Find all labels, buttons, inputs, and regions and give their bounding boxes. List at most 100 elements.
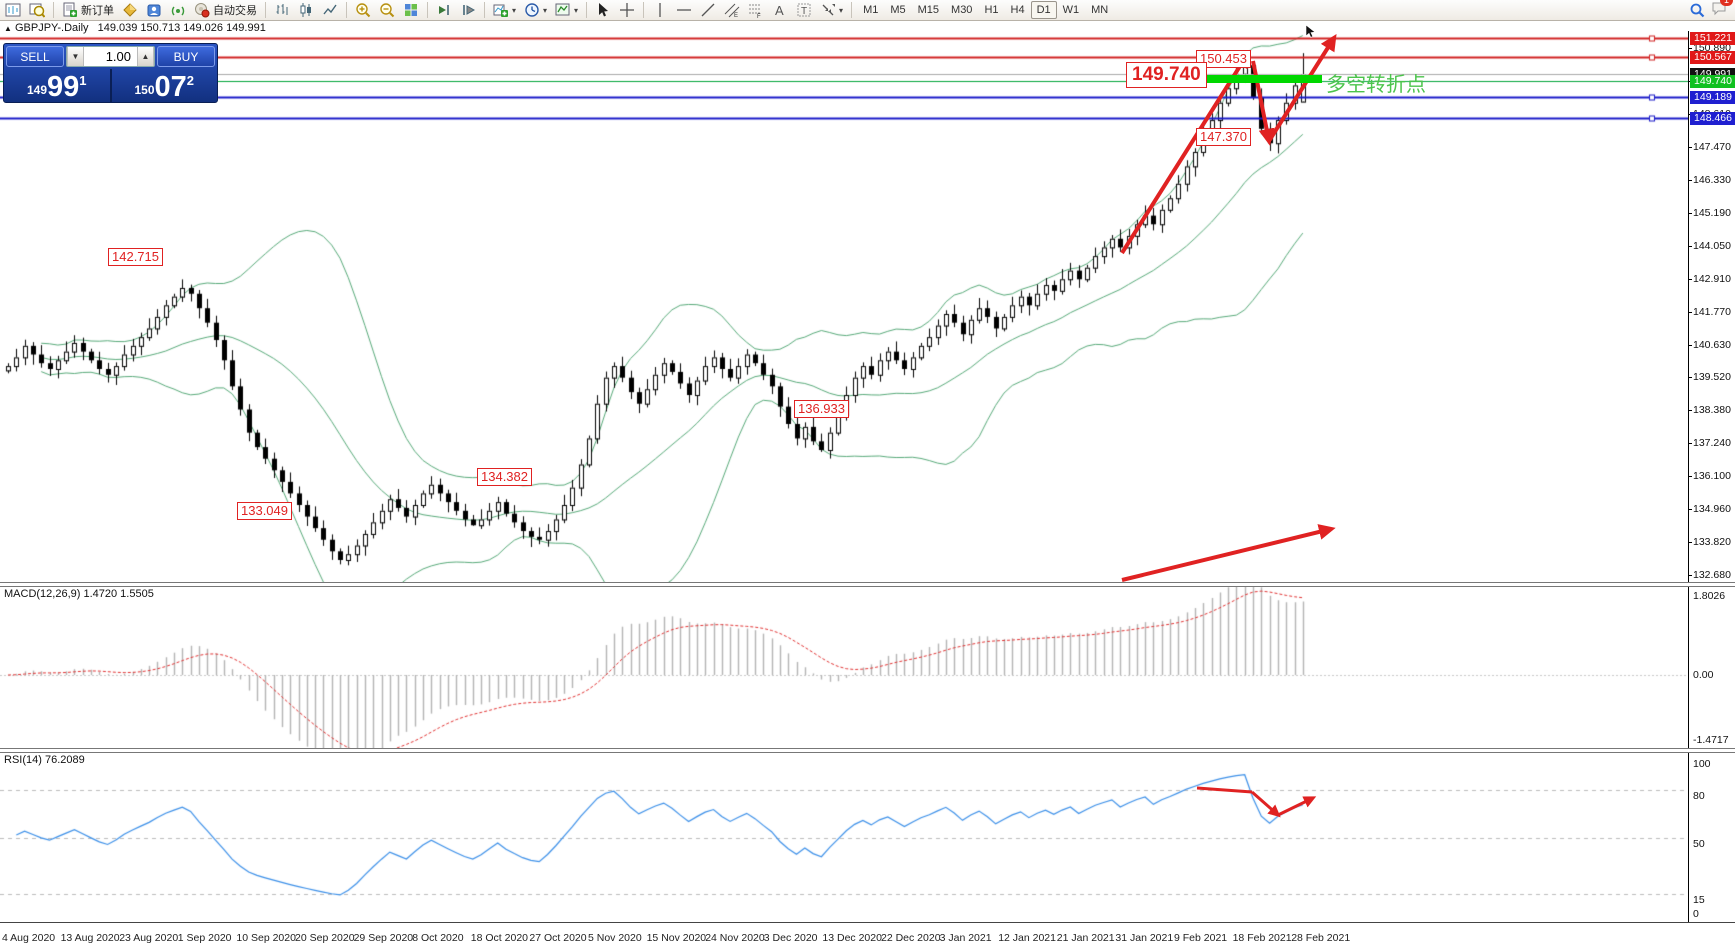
price-annotation-box[interactable]: 133.049 (237, 502, 292, 520)
new-order-icon (63, 2, 77, 17)
price-tick: 142.910 (1688, 272, 1731, 285)
volume-down-button[interactable]: ▼ (67, 47, 84, 66)
bar-chart-button[interactable] (271, 1, 293, 19)
price-annotation-box[interactable]: 147.370 (1196, 128, 1251, 146)
buy-price-big-figure: 150 (134, 83, 155, 97)
date-label: 18 Oct 2020 (470, 932, 529, 944)
autotrade-button[interactable]: 自动交易 (191, 1, 260, 19)
price-tick: 133.820 (1688, 536, 1731, 549)
buy-price[interactable]: 150 07 2 (112, 69, 218, 102)
date-label: 22 Dec 2020 (881, 932, 941, 944)
support-zone-bar[interactable] (1200, 75, 1322, 83)
toolbar-separator (53, 2, 54, 18)
timeframe-mn[interactable]: MN (1091, 4, 1109, 16)
volume-value[interactable]: 1.00 (105, 49, 131, 64)
timeframe-m1[interactable]: M1 (863, 4, 879, 16)
text-label-tool-button[interactable]: T (793, 1, 815, 19)
autotrade-label: 自动交易 (213, 5, 257, 17)
vline-tool-button[interactable] (649, 1, 671, 19)
price-tick: 139.520 (1688, 371, 1731, 384)
volume-up-button[interactable]: ▲ (137, 47, 154, 66)
trendline-icon (701, 3, 715, 17)
main-toolbar: 新订单 自动交易 ▾ ▾ ▾ E F A T ▾ (0, 0, 1735, 21)
date-label: 13 Dec 2020 (822, 932, 882, 944)
mql-editor-icon (123, 3, 137, 17)
fibonacci-tool-button[interactable]: F (745, 1, 767, 19)
pane-splitter-rsi[interactable] (0, 748, 1735, 753)
buy-button[interactable]: BUY (157, 46, 215, 67)
horizontal-line-icon (677, 9, 692, 11)
svg-text:F: F (757, 14, 761, 18)
timeframe-m5[interactable]: M5 (890, 4, 906, 16)
chevron-down-icon: ▾ (574, 5, 579, 15)
rsi-axis-label: 50 (1693, 838, 1705, 850)
zoom-out-button[interactable] (376, 1, 398, 19)
chart-ohlc-values: 149.039 150.713 149.026 149.991 (97, 22, 266, 34)
community-button[interactable] (143, 1, 165, 19)
search-icon[interactable] (1689, 2, 1705, 18)
period-button[interactable]: ▾ (521, 1, 550, 19)
price-tick: 137.240 (1688, 437, 1731, 450)
tile-windows-button[interactable] (400, 1, 422, 19)
channel-tool-button[interactable]: E (721, 1, 743, 19)
price-tag: 149.740 (1690, 74, 1735, 88)
cursor-tool-button[interactable] (592, 1, 614, 19)
price-chart-canvas[interactable] (0, 33, 1688, 582)
cn-annotation-text[interactable]: 多空转折点 (1326, 74, 1426, 96)
auto-scroll-button[interactable] (433, 1, 455, 19)
chart-window[interactable]: ▲ GBPJPY-.Daily 149.039 150.713 149.026 … (0, 22, 1735, 946)
timeframe-m15[interactable]: M15 (917, 4, 940, 16)
chart-watch-button[interactable] (26, 1, 48, 19)
volume-stepper: ▼ 1.00 ▲ (66, 46, 155, 67)
date-label: 24 Nov 2020 (705, 932, 765, 944)
new-chart-icon (5, 3, 21, 17)
chevron-down-icon: ▾ (512, 5, 517, 15)
new-order-label: 新订单 (81, 5, 114, 17)
date-label: 29 Sep 2020 (353, 932, 414, 944)
line-chart-button[interactable] (319, 1, 341, 19)
timeframe-h4[interactable]: H4 (1010, 4, 1025, 16)
date-label: 20 Sep 2020 (295, 932, 355, 944)
tile-windows-icon (405, 4, 417, 16)
shift-chart-button[interactable] (457, 1, 479, 19)
new-chart-button[interactable] (2, 1, 24, 19)
toolbar-right: 1 (1689, 0, 1735, 21)
candle-chart-button[interactable] (295, 1, 317, 19)
price-annotation-box[interactable]: 142.715 (108, 248, 163, 266)
notification-button[interactable]: 1 (1711, 0, 1733, 21)
crosshair-tool-button[interactable] (616, 1, 638, 19)
text-tool-button[interactable]: A (769, 1, 791, 19)
macd-chart-canvas[interactable] (0, 586, 1688, 748)
template-button[interactable]: ▾ (552, 1, 581, 19)
timeframe-d1[interactable]: D1 (1030, 1, 1057, 19)
price-tick: 146.330 (1688, 174, 1731, 186)
new-order-button[interactable]: 新订单 (59, 1, 117, 19)
macd-axis-label: -1.4717 (1693, 734, 1729, 746)
price-annotation-box[interactable]: 134.382 (477, 468, 532, 486)
sell-price-big-figure: 149 (26, 83, 48, 97)
add-indicator-button[interactable]: ▾ (490, 1, 519, 19)
price-tick: 136.100 (1688, 470, 1731, 483)
channel-icon: E (724, 3, 740, 18)
date-label: 3 Dec 2020 (763, 932, 818, 944)
sell-price[interactable]: 149 99 1 (4, 69, 110, 102)
buy-price-pips: 07 (154, 71, 187, 103)
rsi-chart-canvas[interactable] (0, 752, 1688, 922)
date-label: 13 Aug 2020 (60, 932, 120, 944)
mql-editor-button[interactable] (119, 1, 141, 19)
trendline-tool-button[interactable] (697, 1, 719, 19)
arrows-tool-button[interactable]: ▾ (817, 1, 846, 19)
one-click-trade-panel: SELL ▼ 1.00 ▲ BUY 149 99 1 150 07 (3, 43, 218, 103)
timeframe-m30[interactable]: M30 (951, 4, 973, 16)
sell-button[interactable]: SELL (6, 46, 64, 67)
timeframe-h1[interactable]: H1 (984, 4, 999, 16)
pane-splitter-macd[interactable] (0, 582, 1735, 587)
zoom-in-button[interactable] (352, 1, 374, 19)
hline-tool-button[interactable] (673, 1, 695, 19)
arrows-icon (822, 4, 836, 16)
key-level-annotation-box[interactable]: 149.740 (1126, 62, 1207, 88)
price-annotation-box[interactable]: 136.933 (794, 400, 849, 418)
price-tick: 140.630 (1688, 338, 1731, 351)
timeframe-w1[interactable]: W1 (1062, 4, 1080, 16)
signals-button[interactable] (167, 1, 189, 19)
